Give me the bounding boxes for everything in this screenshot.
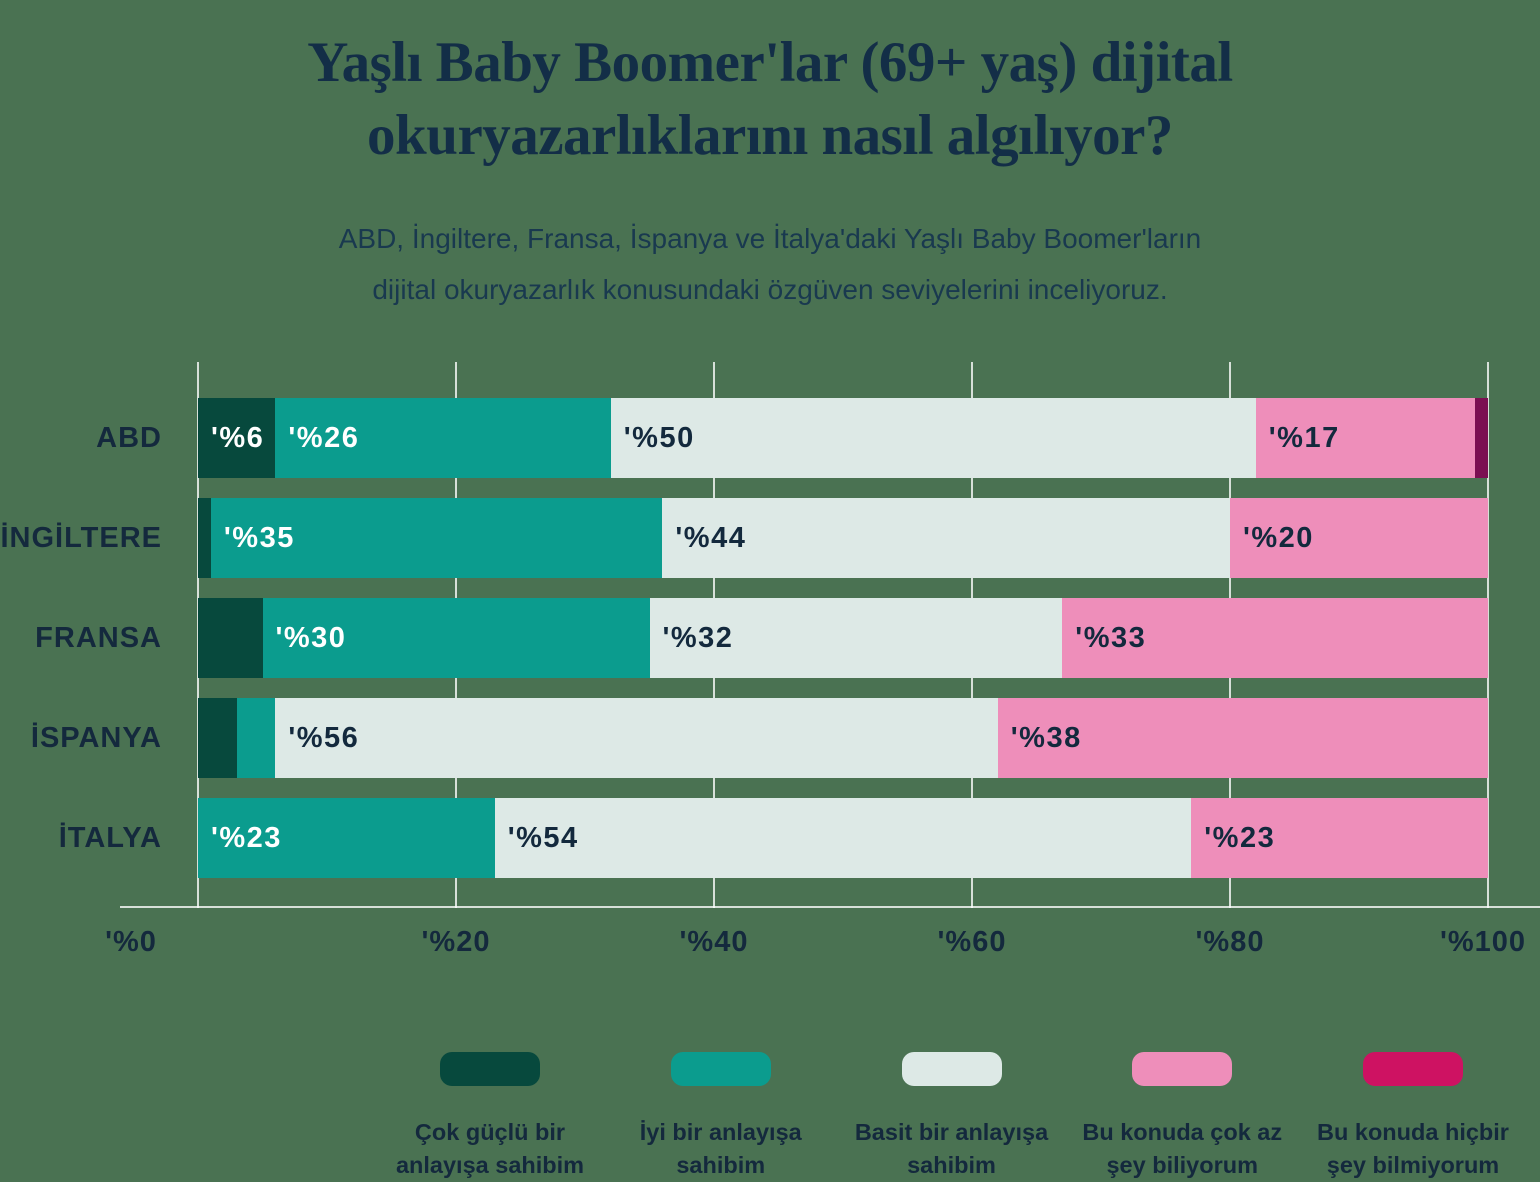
bar-segment: '%44 [662,498,1230,578]
bar-segment: '%56 [275,698,998,778]
legend-swatch [1132,1052,1233,1086]
bar-value-label: '%50 [623,421,695,454]
bar-segment: '%32 [649,598,1063,678]
bar-value-label: '%32 [662,621,734,654]
bar-value-label: '%33 [1075,621,1147,654]
bar-segment: '%23 [1191,798,1488,878]
chart-title: Yaşlı Baby Boomer'lar (69+ yaş) dijital … [307,31,1233,167]
bar-segment [236,698,276,778]
row-label: İNGİLTERE [0,521,162,554]
bar-value-label: '%23 [1204,821,1276,854]
legend-label: Bu konuda hiçbir şey bilmiyorum [1317,1119,1509,1178]
bar-value-label: '%54 [507,821,579,854]
bar-value-label: '%30 [275,621,347,654]
legend-item: Çok güçlü bir anlayışa sahibim [370,1052,610,1182]
gridline [1487,362,1489,908]
bar-row: '%30 '%32 '%33 [198,598,1488,678]
bar-value-label: '%44 [675,521,747,554]
bar-row: '%6 '%26 '%50 '%17 [198,398,1488,478]
legend-swatch [901,1052,1002,1086]
legend-swatch [670,1052,771,1086]
axis-line [120,906,1540,908]
legend-swatch [440,1052,540,1086]
chart-subtitle: ABD, İngiltere, Fransa, İspanya ve İtaly… [338,223,1202,305]
bar-segment: '%17 [1255,398,1476,478]
row-label: İTALYA [58,821,162,854]
x-tick-label: '%40 [679,926,749,958]
x-tick-label: '%60 [937,926,1007,958]
row-label: İSPANYA [30,721,162,754]
bar-segment [1475,398,1488,478]
legend-item: Bu konuda çok az şey biliyorum [1062,1052,1302,1182]
x-tick-label: '%0 [105,926,157,958]
x-tick-label: '%80 [1195,926,1265,958]
legend-label: Bu konuda çok az şey biliyorum [1082,1119,1283,1178]
legend-item: Basit bir anlayışa sahibim [832,1052,1072,1182]
row-label: ABD [96,421,162,454]
x-tick-label: '%100 [1439,926,1527,958]
bar-segment: '%26 [275,398,611,478]
bar-value-label: '%26 [288,421,360,454]
bar-row: '%56 '%38 [198,698,1488,778]
bar-value-label: '%38 [1010,721,1082,754]
bar-value-label: '%17 [1268,421,1340,454]
bar-segment: '%20 [1229,498,1488,578]
bar-value-label: '%20 [1242,521,1314,554]
bar-segment: '%23 [198,798,495,878]
bar-value-label: '%23 [211,821,282,854]
bar-segment [198,698,237,778]
bar-row: '%35 '%44 '%20 [198,498,1488,578]
bar-segment: '%35 [210,498,663,578]
legend-item: Bu konuda hiçbir şey bilmiyorum [1293,1052,1533,1182]
legend-label: Çok güçlü bir anlayışa sahibim [395,1119,585,1178]
bar-segment: '%38 [997,698,1488,778]
bar-segment: '%54 [494,798,1192,878]
bar-segment: '%6 [198,398,276,478]
legend-item: İyi bir anlayışa sahibim [601,1052,841,1182]
bar-segment: '%50 [610,398,1256,478]
bar-value-label: '%56 [288,721,360,754]
legend-label: Basit bir anlayışa sahibim [854,1119,1049,1178]
row-label: FRANSA [35,621,162,654]
x-tick-label: '%20 [421,926,491,958]
bar-row: '%23 '%54 '%23 [198,798,1488,878]
bar-segment [198,598,263,678]
bar-segment: '%33 [1062,598,1488,678]
bar-value-label: '%35 [223,521,295,554]
bar-value-label: '%6 [211,421,265,454]
legend-label: İyi bir anlayışa sahibim [639,1119,802,1178]
bar-segment [198,498,211,578]
legend-swatch [1363,1052,1463,1086]
bar-segment: '%30 [262,598,650,678]
